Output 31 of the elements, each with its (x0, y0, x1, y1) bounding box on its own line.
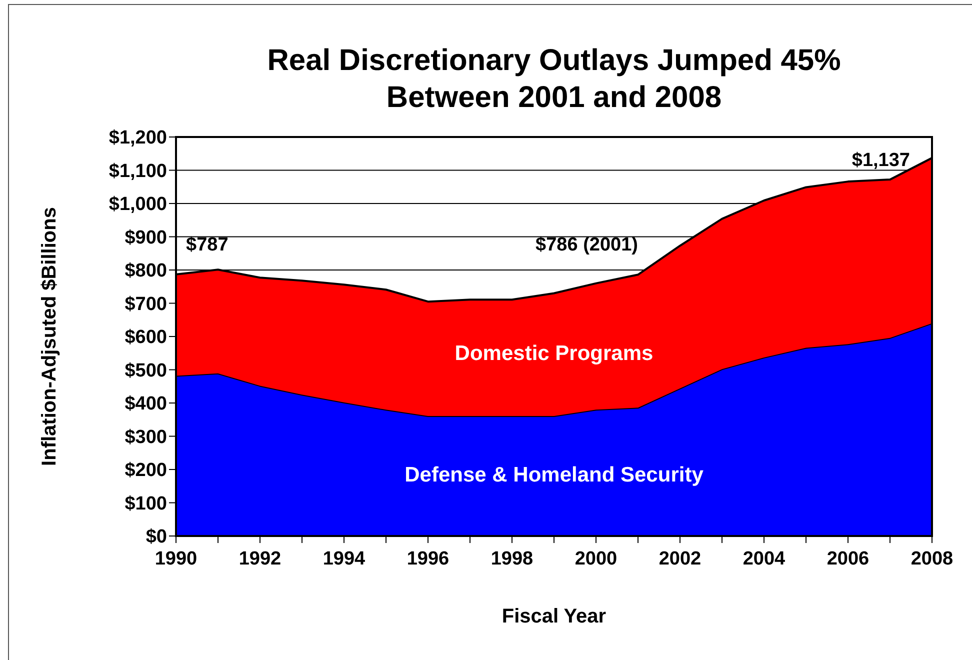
y-tick-label: $1,100 (108, 160, 167, 182)
annotation: $787 (186, 234, 228, 256)
x-tick-label: 2004 (742, 548, 786, 570)
x-tick-label: 2008 (910, 548, 954, 570)
series-label: Domestic Programs (454, 342, 654, 366)
x-tick-label: 1996 (406, 548, 450, 570)
y-tick-label: $400 (124, 394, 167, 415)
x-tick-label: 1990 (154, 548, 198, 570)
y-tick-label: $0 (146, 526, 167, 548)
y-tick-label: $1,000 (108, 194, 167, 216)
y-tick-label: $100 (124, 493, 167, 514)
y-tick-label: $700 (124, 294, 167, 315)
y-tick-label: $1,200 (108, 128, 167, 149)
x-axis-title: Fiscal Year (502, 605, 606, 628)
annotation: $1,137 (852, 150, 910, 171)
annotation: $786 (2001) (536, 234, 638, 256)
chart-title: Real Discretionary Outlays Jumped 45% Between 2001 and 2008 (266, 43, 842, 116)
y-tick-label: $500 (124, 360, 167, 382)
y-tick-label: $200 (124, 460, 167, 482)
series-label: Defense & Homeland Security (404, 464, 704, 487)
x-tick-label: 2000 (574, 548, 618, 570)
x-tick-label: 1992 (238, 548, 282, 570)
x-tick-label: 2002 (658, 548, 702, 570)
y-axis-title: Inflation-Adjsuted $Billions (38, 207, 60, 466)
y-tick-label: $600 (124, 327, 167, 348)
y-tick-label: $300 (124, 426, 167, 448)
x-tick-label: 1994 (322, 548, 366, 570)
x-tick-label: 2006 (826, 548, 870, 570)
x-tick-label: 1998 (490, 548, 534, 570)
y-tick-label: $800 (124, 260, 167, 282)
y-tick-label: $900 (124, 227, 167, 248)
